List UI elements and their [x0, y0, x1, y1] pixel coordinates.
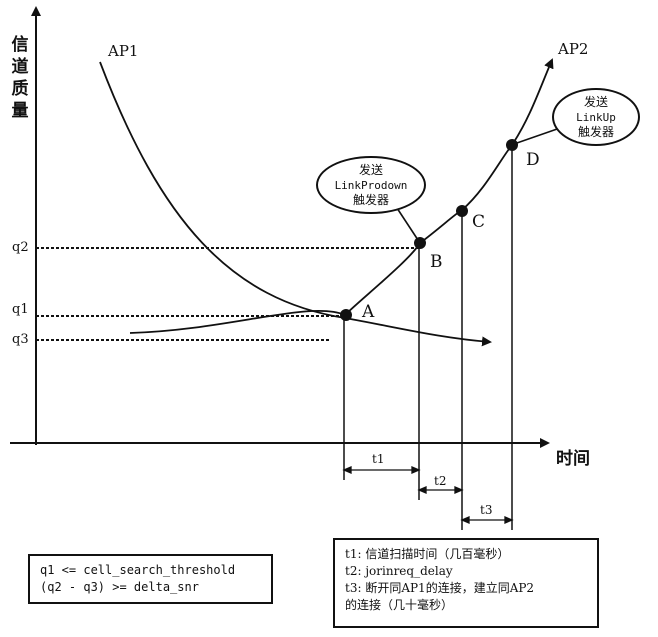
bubble-d-connector [513, 127, 561, 145]
legend-line-t3: t3: 断开同AP1的连接，建立同AP2 [345, 581, 535, 595]
q1-label: q1 [12, 302, 29, 317]
t2-interval [417, 486, 464, 494]
point-b-label: B [430, 252, 443, 272]
bubble-linkup: 发送 LinkUp 触发器 [552, 88, 640, 146]
time-legend-box: t1: 信道扫描时间（几百毫秒） t2: jorinreq_delay t3: … [333, 538, 599, 628]
bubble-b-line3: 触发器 [352, 192, 389, 207]
point-a-label: A [362, 302, 375, 322]
ap1-label: AP1 [108, 42, 139, 60]
y-axis-title-char-3: 质 [11, 79, 29, 99]
condition-line-2: (q2 - q3) >= delta_snr [40, 580, 199, 594]
bubble-d-line1: 发送 [583, 94, 608, 109]
threshold-conditions-box: q1 <= cell_search_threshold (q2 - q3) >=… [28, 554, 273, 604]
point-c-marker [456, 205, 468, 217]
bubble-linkprodown: 发送 LinkProdown 触发器 [316, 156, 426, 214]
q3-label: q3 [12, 332, 29, 347]
x-axis-title: 时间 [556, 449, 590, 469]
bubble-d-line3: 触发器 [577, 124, 614, 139]
t1-label: t1 [372, 452, 385, 466]
legend-line-t2: t2: jorinreq_delay [345, 564, 453, 578]
point-b-marker [414, 237, 426, 249]
y-axis-title-char-1: 信 [11, 35, 29, 55]
y-axis-title-char-2: 道 [11, 57, 29, 77]
y-axis-title-char-4: 量 [11, 101, 29, 121]
t3-interval [460, 516, 514, 524]
bubble-b-connector [394, 204, 419, 241]
legend-line-t3-cont: 的连接（几十毫秒） [345, 598, 454, 612]
bubble-d-line2: LinkUp [576, 110, 616, 124]
ap1-curve [99, 61, 492, 347]
point-c-label: C [472, 212, 486, 232]
y-axis-title: 信 道 质 量 [9, 34, 31, 122]
q2-label: q2 [12, 240, 29, 255]
point-a-marker [340, 309, 352, 321]
bubble-b-line2: LinkProdown [334, 178, 408, 192]
t1-interval [342, 466, 421, 474]
ap2-label: AP2 [558, 40, 589, 58]
bubble-b-line1: 发送 [358, 162, 383, 177]
t2-label: t2 [434, 474, 447, 488]
t3-label: t3 [480, 503, 493, 517]
legend-line-t1: t1: 信道扫描时间（几百毫秒） [345, 547, 510, 561]
condition-line-1: q1 <= cell_search_threshold [40, 563, 236, 577]
point-d-marker [506, 139, 518, 151]
point-d-label: D [526, 150, 540, 170]
